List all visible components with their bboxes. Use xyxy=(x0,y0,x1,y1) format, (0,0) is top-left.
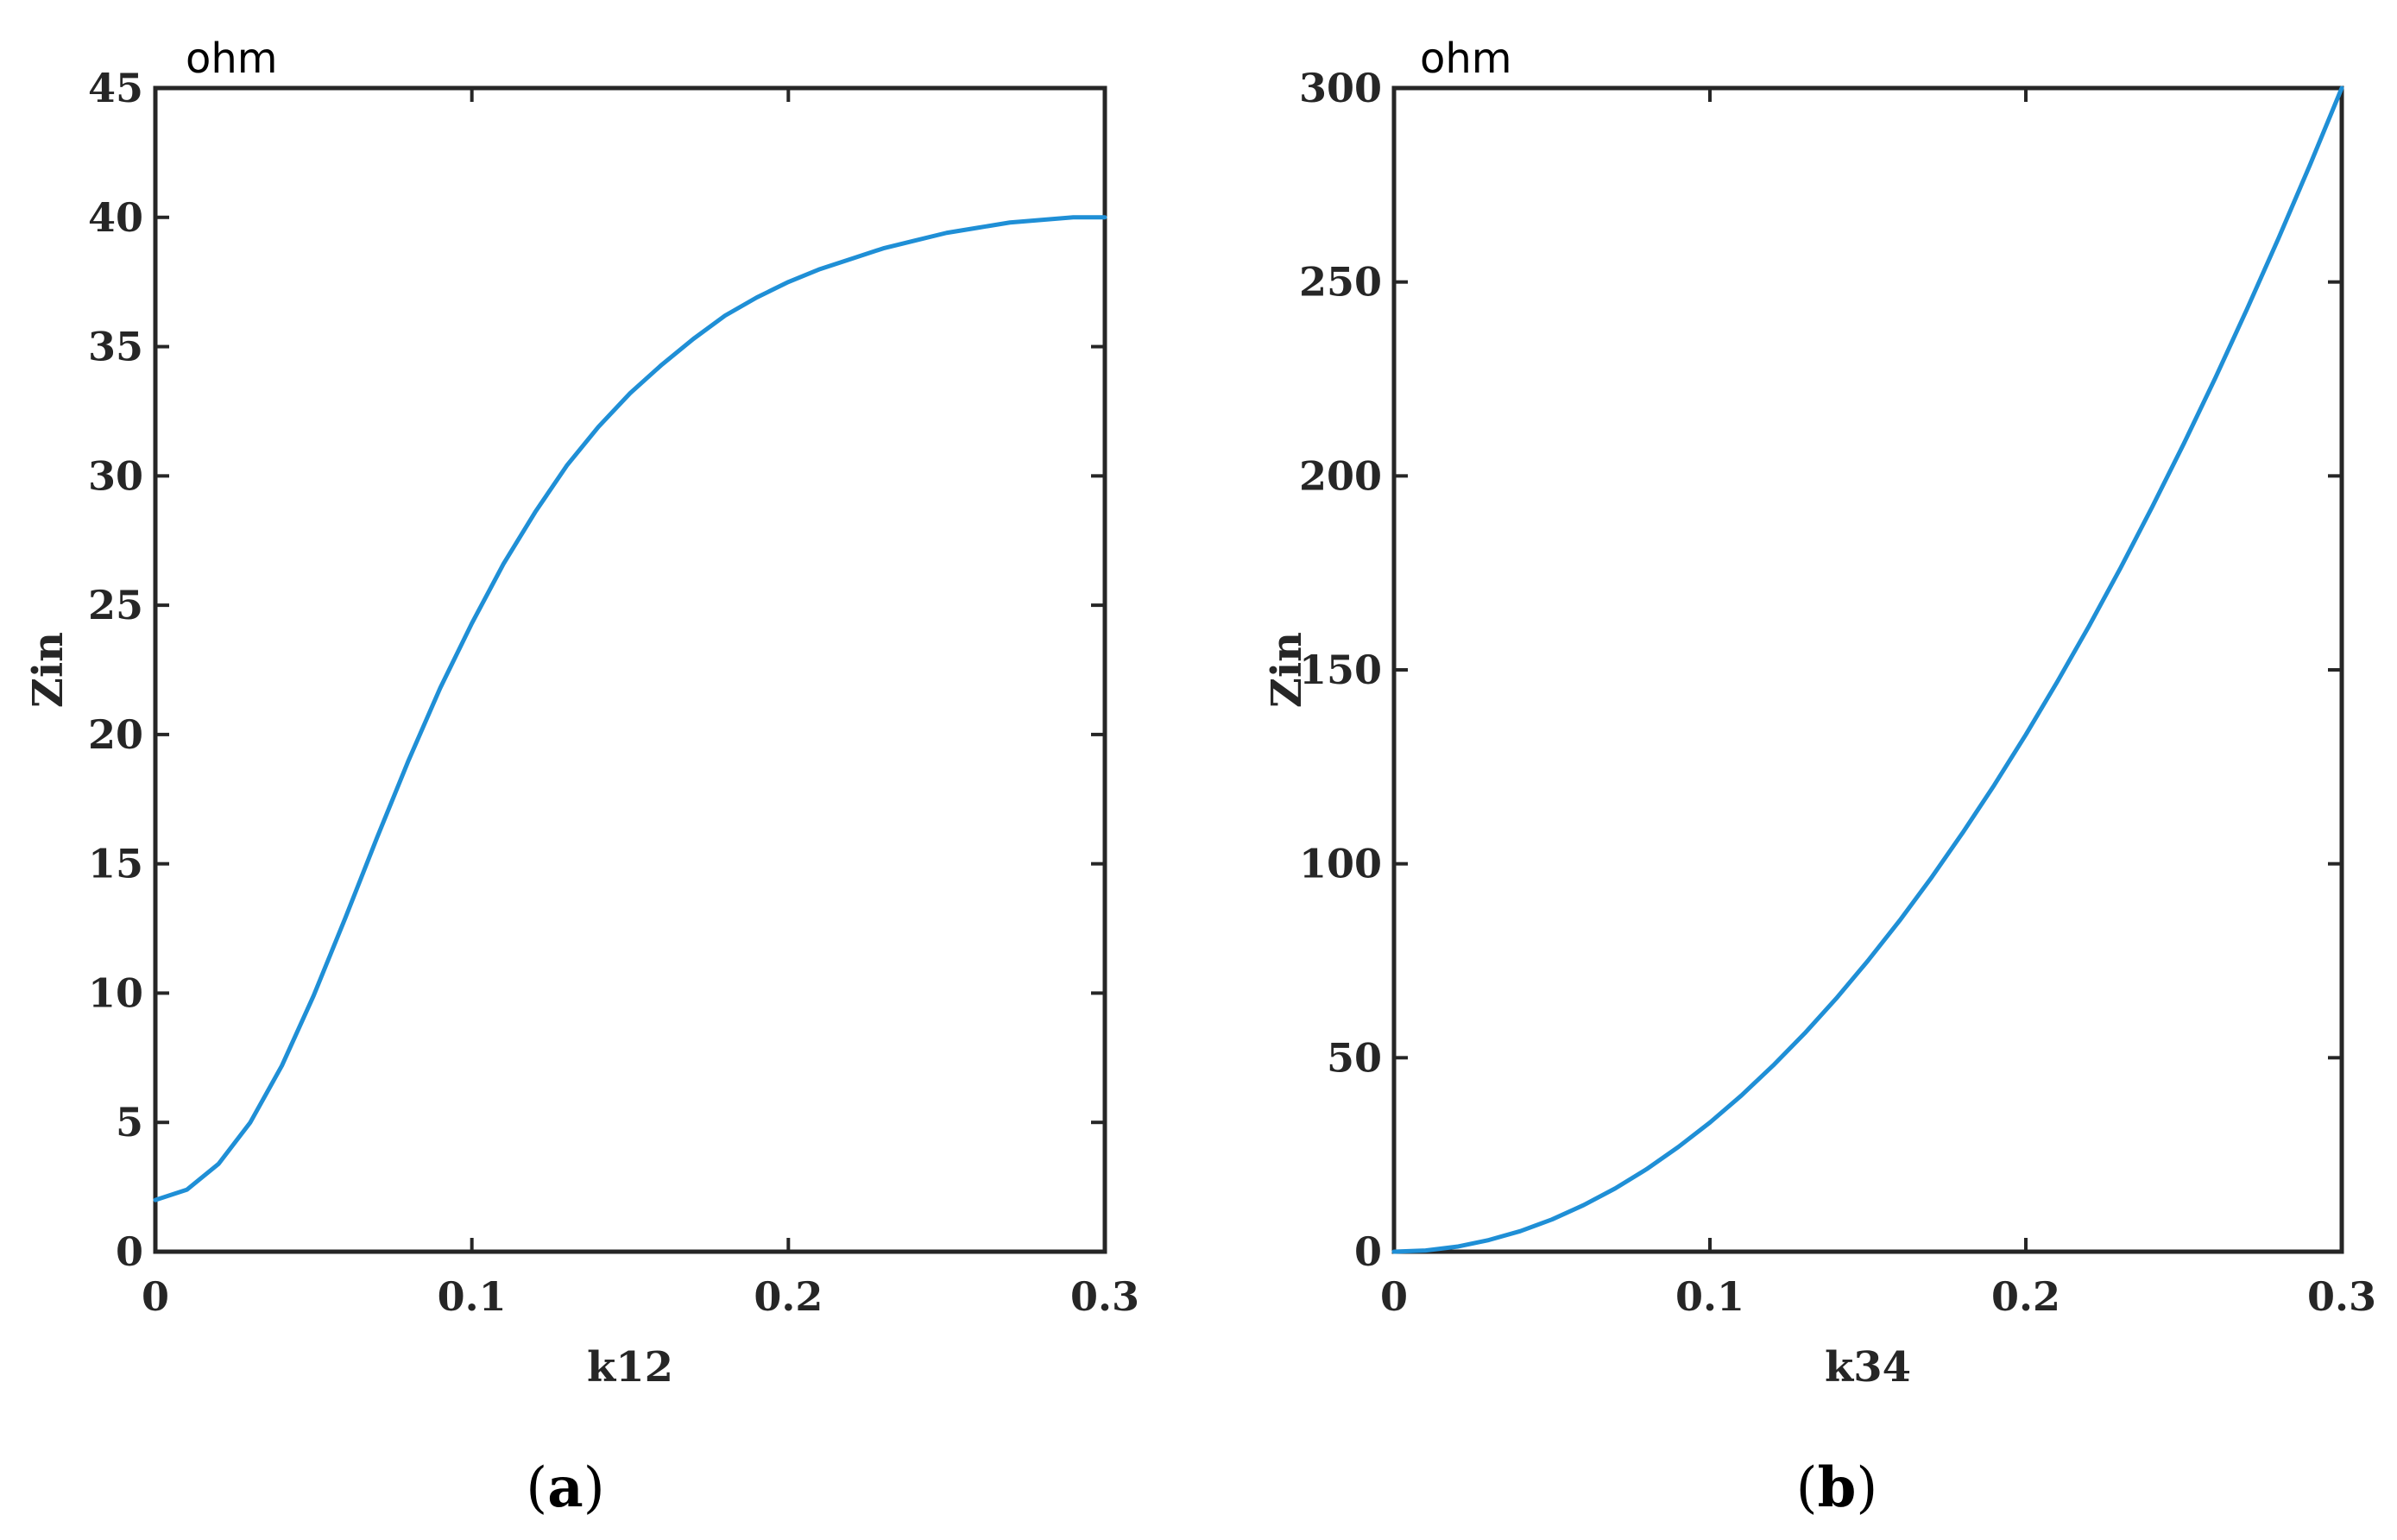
caption-close-paren: ) xyxy=(583,1456,605,1520)
y-tick-label: 15 xyxy=(88,841,143,887)
y-tick-label: 10 xyxy=(88,969,143,1016)
caption-close-paren: ) xyxy=(1856,1456,1877,1520)
y-axis-label: Zin xyxy=(1263,632,1311,708)
caption-open-paren: ( xyxy=(1796,1456,1818,1520)
panel-caption: (b) xyxy=(1796,1455,1878,1520)
x-tick-label: 0 xyxy=(142,1273,169,1320)
y-tick-label: 50 xyxy=(1327,1034,1382,1081)
y-tick-label: 200 xyxy=(1299,452,1382,499)
y-tick-label: 25 xyxy=(88,582,143,628)
unit-label: ohm xyxy=(186,35,278,83)
x-tick-label: 0.2 xyxy=(754,1273,823,1320)
x-axis-label: k34 xyxy=(1825,1343,1911,1392)
y-tick-label: 30 xyxy=(88,452,143,499)
x-axis-label: k12 xyxy=(587,1343,673,1392)
y-tick-label: 35 xyxy=(88,324,143,370)
series-line xyxy=(1391,85,2344,1254)
x-tick-label: 0.3 xyxy=(1070,1273,1139,1320)
x-tick-label: 0 xyxy=(1380,1273,1408,1320)
panel-a: 0 0.1 0.2 0.3 0 5 10 15 20 25 30 35 40 45 ohm k12 Zin (a) xyxy=(24,35,1139,1520)
caption-letter: b xyxy=(1818,1455,1857,1520)
panel-caption: (a) xyxy=(526,1455,604,1520)
y-tick-label: 0 xyxy=(116,1228,143,1275)
y-tick-label: 150 xyxy=(1299,647,1382,693)
y-tick-label: 300 xyxy=(1299,65,1382,111)
y-tick-label: 100 xyxy=(1299,841,1382,887)
x-tick-label: 0.1 xyxy=(1675,1273,1744,1320)
plot-frame xyxy=(1391,85,2344,1254)
caption-letter: a xyxy=(547,1455,583,1520)
y-tick-label: 45 xyxy=(88,65,143,111)
x-tick-label: 0.2 xyxy=(1991,1273,2060,1320)
y-tick-label: 20 xyxy=(88,711,143,758)
series-line xyxy=(153,215,1107,1202)
panel-b: 0 0.1 0.2 0.3 0 50 100 150 200 250 300 ohm k34 Zin (b) xyxy=(1263,35,2376,1520)
y-tick-label: 40 xyxy=(88,194,143,241)
caption-open-paren: ( xyxy=(526,1456,547,1520)
plot-frame xyxy=(153,85,1107,1254)
y-tick-label: 5 xyxy=(116,1099,143,1146)
x-tick-label: 0.3 xyxy=(2307,1273,2376,1320)
y-tick-label: 250 xyxy=(1299,259,1382,306)
y-axis-label: Zin xyxy=(24,632,73,708)
x-tick-label: 0.1 xyxy=(438,1273,507,1320)
y-tick-label: 0 xyxy=(1354,1228,1382,1275)
unit-label: ohm xyxy=(1420,35,1512,83)
